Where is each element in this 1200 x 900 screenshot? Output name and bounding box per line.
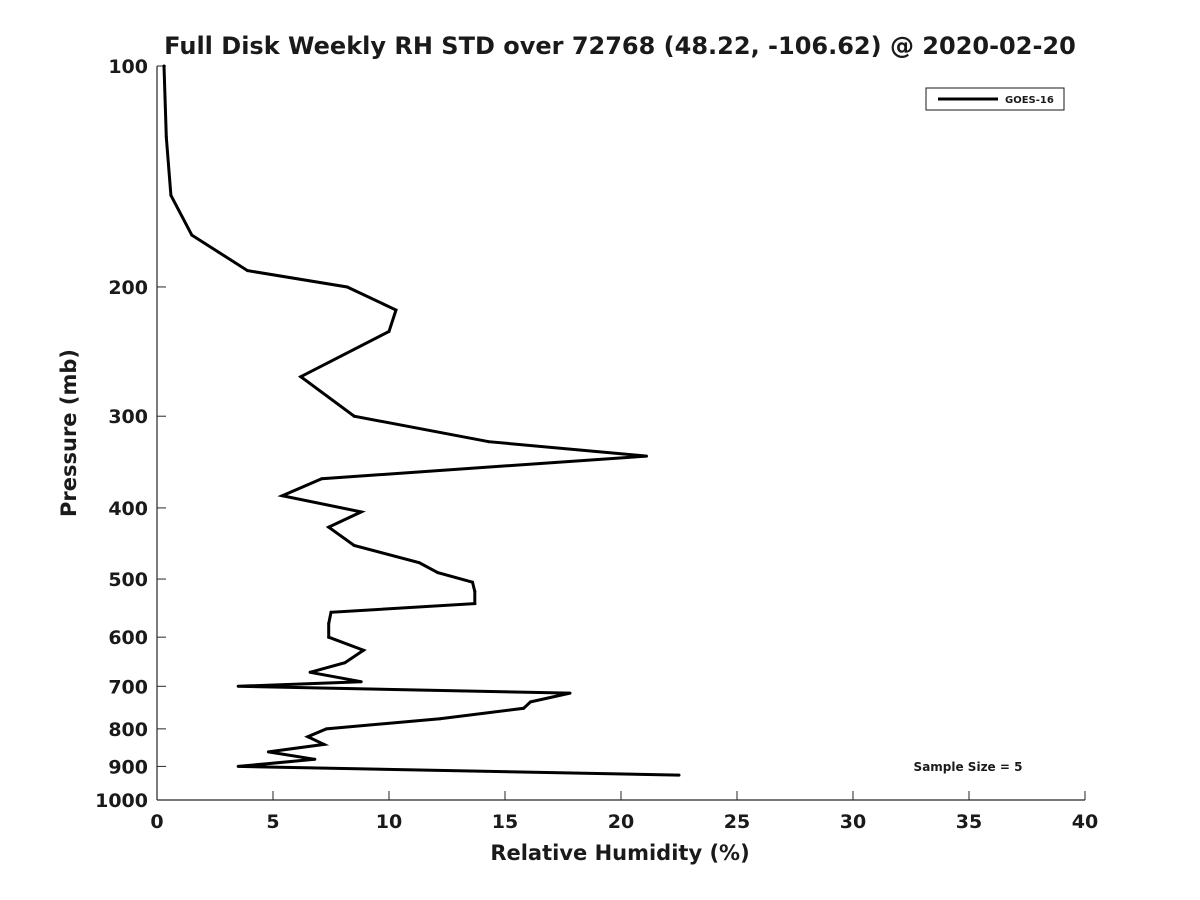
legend-label: GOES-16: [1005, 95, 1054, 106]
data-point: [313, 757, 317, 761]
data-point: [320, 477, 324, 481]
y-tick-label: 100: [108, 56, 148, 78]
series-line-goes-16: [162, 65, 680, 777]
sample-size-annotation: Sample Size = 5: [914, 760, 1023, 774]
y-tick-label: 400: [108, 498, 148, 520]
x-tick-label: 35: [956, 811, 982, 833]
axes: 0 5 10 15 20 25 30 35 40 100 200 300 400 500 600 700 800…: [95, 56, 1098, 833]
data-point: [473, 590, 477, 593]
y-tick-label: 600: [108, 627, 148, 649]
data-point: [280, 494, 284, 498]
data-point: [190, 233, 194, 237]
data-point: [236, 764, 240, 768]
data-point: [529, 700, 532, 704]
x-tick-label: 20: [608, 811, 634, 833]
data-point: [359, 680, 363, 684]
data-point: [438, 717, 442, 721]
data-point: [322, 742, 326, 746]
y-tick-label: 300: [108, 406, 148, 428]
x-tick-label: 25: [724, 811, 750, 833]
data-point: [345, 285, 349, 289]
y-tick-label: 700: [108, 676, 148, 698]
plot-area: [162, 64, 681, 777]
y-tick-label: 1000: [95, 790, 148, 812]
legend: GOES-16: [925, 87, 1065, 111]
data-point: [236, 684, 240, 688]
data-point: [394, 308, 398, 312]
data-point: [387, 330, 391, 333]
data-point: [352, 544, 356, 547]
chart-title: Full Disk Weekly RH STD over 72768 (48.2…: [164, 32, 1076, 60]
data-point: [436, 571, 440, 575]
x-tick-label: 30: [840, 811, 866, 833]
data-point: [327, 622, 331, 626]
x-tick-label: 5: [266, 811, 279, 833]
y-axis-label: Pressure (mb): [57, 349, 81, 517]
data-point: [299, 375, 303, 379]
data-point: [473, 602, 477, 606]
data-point: [645, 454, 648, 458]
data-point: [677, 773, 681, 777]
x-tick-label: 0: [150, 811, 163, 833]
data-point: [308, 670, 312, 674]
data-point: [169, 193, 173, 197]
data-point: [246, 269, 249, 273]
data-point: [324, 727, 328, 731]
data-point: [343, 661, 347, 665]
y-tick-label: 200: [108, 277, 148, 299]
data-point: [164, 135, 168, 139]
y-tick-label: 500: [108, 569, 148, 591]
x-tick-label: 40: [1072, 811, 1098, 833]
data-point: [471, 580, 474, 584]
data-point: [417, 561, 421, 565]
data-point: [306, 735, 310, 739]
x-tick-label: 15: [492, 811, 518, 833]
data-point: [327, 635, 331, 639]
data-point: [359, 510, 363, 514]
data-point: [487, 440, 491, 444]
data-point: [568, 691, 572, 695]
data-point: [352, 414, 356, 418]
data-point: [266, 750, 270, 754]
data-point: [522, 706, 526, 710]
data-point: [327, 525, 331, 529]
y-tick-label: 900: [108, 756, 148, 778]
x-axis-label: Relative Humidity (%): [490, 841, 749, 865]
x-tick-label: 10: [376, 811, 402, 833]
y-tick-label: 800: [108, 719, 148, 741]
data-point: [329, 610, 333, 614]
data-point: [162, 64, 166, 68]
data-point: [362, 648, 365, 652]
